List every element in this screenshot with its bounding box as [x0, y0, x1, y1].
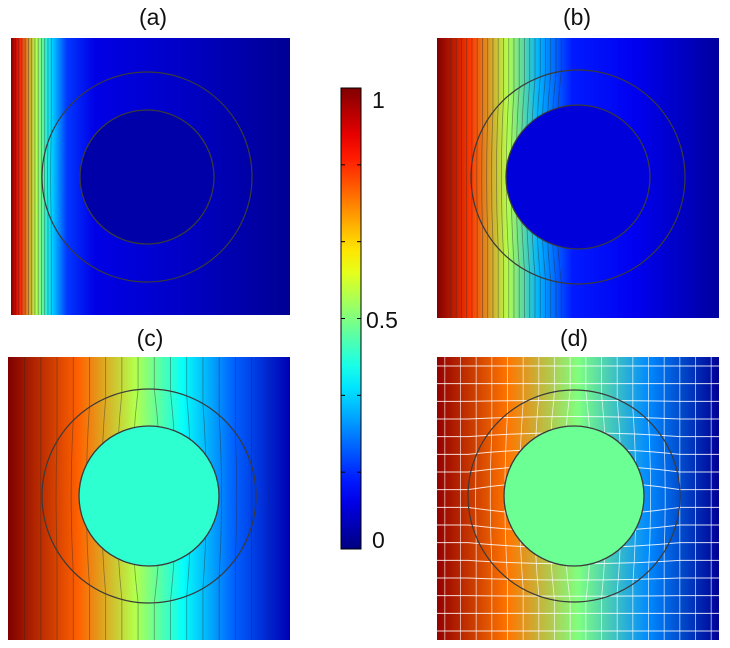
contour-line: [489, 357, 493, 640]
colorbar-tick-label-1: 1: [372, 87, 385, 113]
colorbar-tick-label-0.5: 0.5: [366, 307, 398, 333]
inner-core: [503, 425, 645, 567]
flux-line: [437, 595, 719, 597]
panel-c: [8, 357, 290, 640]
contour-line: [496, 38, 499, 318]
panel-label-b: (b): [563, 4, 591, 30]
panel-label-c: (c): [137, 325, 164, 351]
contour-line: [50, 38, 52, 315]
flux-line: [437, 577, 719, 581]
panel-label-a: (a): [139, 4, 167, 30]
colorbar-ticks: [341, 87, 361, 550]
contour-line: [475, 357, 477, 640]
panel-a: [11, 38, 290, 315]
outer-shell-ring: [470, 69, 686, 285]
outer-shell-ring: [41, 388, 257, 604]
colorbar-tick-label-0: 0: [372, 527, 385, 553]
contour-line: [218, 357, 222, 640]
inner-core: [78, 425, 220, 567]
flux-line: [437, 416, 719, 420]
inner-core: [79, 109, 215, 245]
outer-shell-ring: [41, 71, 253, 283]
contour-line: [55, 357, 58, 640]
outer-shell-ring: [467, 389, 681, 603]
contour-line: [234, 357, 238, 640]
contour-line: [481, 38, 483, 318]
colorbar: 1 0.5 0: [340, 87, 398, 553]
flux-line: [437, 399, 719, 402]
panel-d: [437, 357, 719, 640]
panel-label-d: (d): [560, 325, 588, 351]
contour-line: [663, 357, 666, 640]
contour-line: [70, 357, 74, 640]
contour-line: [486, 38, 489, 318]
contour-line: [491, 38, 494, 318]
panel-b: [437, 38, 719, 318]
contour-line: [500, 38, 504, 318]
inner-core: [505, 104, 651, 250]
